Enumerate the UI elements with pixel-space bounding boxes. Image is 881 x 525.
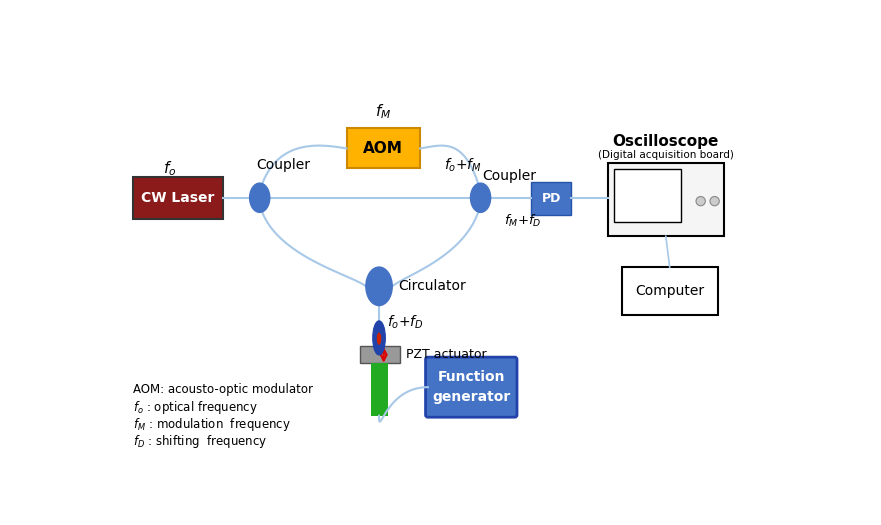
Text: CW Laser: CW Laser	[141, 191, 215, 205]
Text: $f_D$ : shifting  frequency: $f_D$ : shifting frequency	[133, 433, 268, 450]
Text: Coupler: Coupler	[256, 159, 310, 172]
Text: $f_o$ : optical frequency: $f_o$ : optical frequency	[133, 400, 258, 416]
Text: (Digital acquisition board): (Digital acquisition board)	[598, 150, 734, 160]
FancyBboxPatch shape	[359, 346, 400, 363]
Text: PZT actuator: PZT actuator	[406, 348, 487, 361]
Text: PD: PD	[542, 192, 561, 205]
Text: Circulator: Circulator	[398, 279, 466, 293]
FancyBboxPatch shape	[531, 182, 571, 215]
Text: $f_o$+$f_M$: $f_o$+$f_M$	[444, 156, 482, 174]
Text: Coupler: Coupler	[482, 169, 537, 183]
FancyBboxPatch shape	[608, 163, 724, 236]
Ellipse shape	[470, 183, 491, 213]
Text: Function
generator: Function generator	[433, 371, 510, 404]
Ellipse shape	[366, 267, 392, 306]
Ellipse shape	[249, 183, 270, 213]
Ellipse shape	[377, 333, 381, 344]
FancyBboxPatch shape	[614, 169, 681, 222]
FancyBboxPatch shape	[133, 177, 223, 219]
Text: Oscilloscope: Oscilloscope	[612, 134, 719, 149]
FancyBboxPatch shape	[371, 363, 388, 416]
Text: $f_o$: $f_o$	[164, 159, 177, 178]
Text: $f_M$: $f_M$	[375, 102, 391, 121]
Text: $f_M$+$f_D$: $f_M$+$f_D$	[505, 213, 542, 229]
Text: $f_o$+$f_D$: $f_o$+$f_D$	[387, 314, 424, 331]
FancyBboxPatch shape	[622, 267, 719, 315]
Text: Computer: Computer	[635, 284, 705, 298]
Text: $f_M$ : modulation  frequency: $f_M$ : modulation frequency	[133, 416, 292, 434]
Circle shape	[696, 196, 706, 206]
FancyBboxPatch shape	[426, 357, 517, 417]
Text: AOM: acousto-optic modulator: AOM: acousto-optic modulator	[133, 383, 314, 395]
Circle shape	[710, 196, 719, 206]
Ellipse shape	[373, 321, 385, 355]
Text: AOM: AOM	[363, 141, 403, 156]
FancyBboxPatch shape	[346, 129, 420, 169]
